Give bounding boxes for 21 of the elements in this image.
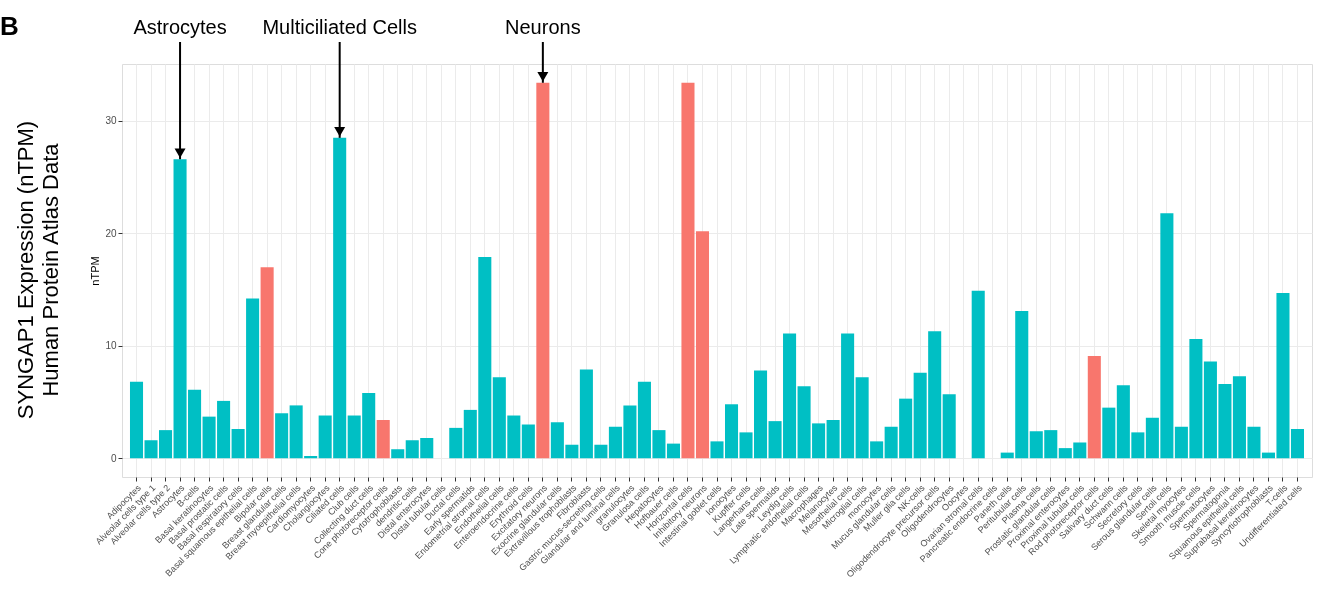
bar (521, 424, 535, 459)
bar (971, 290, 985, 459)
text: B (0, 11, 19, 41)
y-tick-label: 10 (105, 340, 117, 352)
bar (449, 427, 463, 459)
text: SYNGAP1 Expression (nTPM) Human Protein Atlas Data (13, 120, 63, 420)
bar (1087, 355, 1101, 459)
bar (1102, 407, 1116, 459)
y-tick-label: 0 (110, 452, 117, 464)
bar (260, 267, 274, 459)
y-tick-label: 30 (105, 115, 117, 127)
y-axis-title: nTPM (89, 256, 102, 286)
annotation: Multiciliated Cells (262, 16, 417, 38)
bar (376, 420, 390, 459)
y-tick-label: 20 (105, 227, 117, 239)
annotation: Neurons (505, 16, 581, 38)
bar (391, 449, 405, 459)
bar (275, 413, 289, 459)
annotation: Astrocytes (133, 16, 227, 38)
bar (942, 394, 956, 459)
bar (666, 443, 680, 459)
